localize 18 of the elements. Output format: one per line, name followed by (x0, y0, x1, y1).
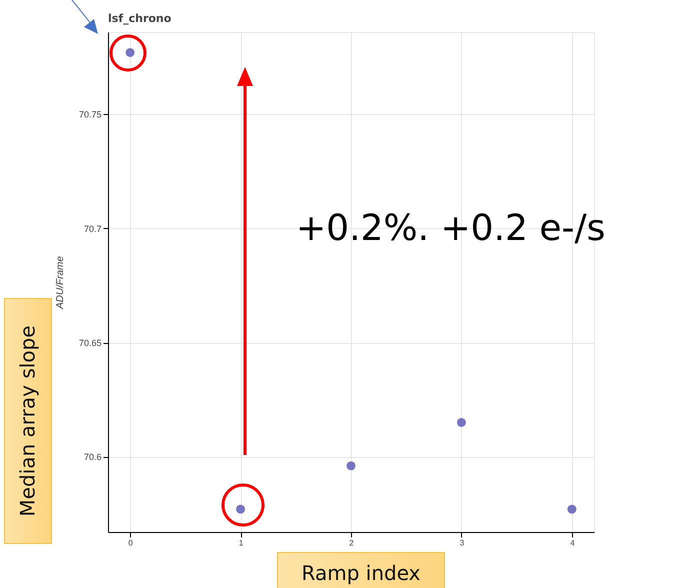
x-axis-title: Ramp index (277, 552, 445, 588)
x-tick-label: 3 (460, 538, 465, 548)
y-tick-label: 70.6 (84, 452, 102, 462)
point (456, 418, 466, 427)
y-axis-title: ADU/Frame (54, 256, 66, 310)
point (567, 504, 576, 514)
y-tick-label: 70.65 (78, 338, 102, 348)
x-tick-label: 2 (349, 538, 354, 548)
x-tick-label: 1 (238, 538, 244, 548)
chart-title: lsf_chrono (108, 12, 172, 25)
point (346, 461, 356, 470)
y-tick-label: 70.75 (78, 110, 102, 120)
y-tick-label: 70.7 (84, 224, 102, 234)
text: Median array slope (16, 325, 40, 517)
x-tick-label: 0 (128, 538, 134, 548)
x-tick-label: 4 (570, 538, 576, 548)
annotation: +0.2%. +0.2 e-/s (296, 208, 606, 249)
point (236, 504, 246, 514)
